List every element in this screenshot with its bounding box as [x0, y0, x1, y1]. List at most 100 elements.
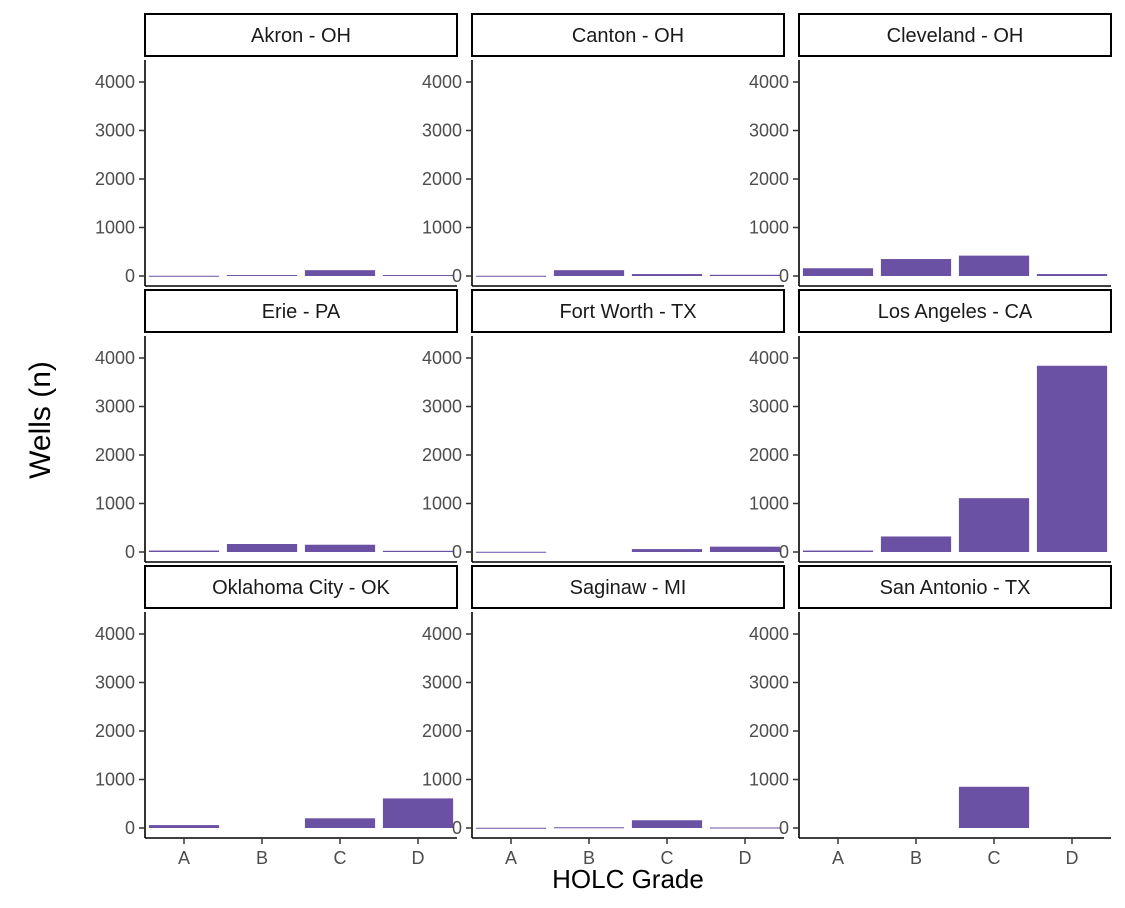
bar	[382, 798, 454, 828]
y-tick-label: 1000	[95, 218, 135, 238]
y-tick-label: 1000	[749, 494, 789, 514]
facet-strip	[471, 289, 785, 333]
bar	[304, 544, 376, 552]
y-tick-label: 0	[452, 818, 462, 838]
y-tick-label: 2000	[749, 445, 789, 465]
y-tick-label: 3000	[749, 397, 789, 417]
y-axis-title: Wells (n)	[24, 361, 57, 479]
y-tick-label: 4000	[95, 348, 135, 368]
y-tick-label: 1000	[95, 494, 135, 514]
y-tick-label: 2000	[95, 169, 135, 189]
y-tick-label: 0	[779, 542, 789, 562]
facet-panel: Fort Worth - TX 0 1000 2000 3000 4000	[422, 289, 785, 563]
bar	[1036, 274, 1108, 276]
x-tick-label: A	[178, 848, 190, 868]
bar	[709, 827, 781, 829]
x-tick-label: C	[334, 848, 347, 868]
y-tick-label: 0	[125, 542, 135, 562]
facet-title: Los Angeles - CA	[878, 301, 1033, 323]
y-tick-label: 4000	[95, 72, 135, 92]
facet-title: Oklahoma City - OK	[212, 577, 390, 599]
y-tick-label: 2000	[95, 445, 135, 465]
y-tick-label: 4000	[422, 624, 462, 644]
facet-panel: Canton - OH 0 1000 2000 3000 4000	[422, 13, 785, 287]
bar	[802, 268, 874, 276]
y-tick-label: 4000	[95, 624, 135, 644]
bar	[958, 786, 1030, 828]
facet-strip	[798, 13, 1112, 57]
x-tick-label: C	[661, 848, 674, 868]
y-tick-label: 3000	[95, 673, 135, 693]
bar	[631, 549, 703, 552]
facet-strip	[798, 565, 1112, 609]
y-tick-label: 1000	[422, 218, 462, 238]
y-tick-label: 1000	[749, 218, 789, 238]
y-tick-label: 4000	[422, 72, 462, 92]
y-tick-label: 1000	[749, 770, 789, 790]
x-tick-label: A	[505, 848, 517, 868]
y-tick-label: 2000	[422, 721, 462, 741]
x-tick-label: D	[739, 848, 752, 868]
y-tick-label: 3000	[95, 121, 135, 141]
y-tick-label: 4000	[422, 348, 462, 368]
y-tick-label: 0	[452, 266, 462, 286]
facet-panel: Los Angeles - CA 0 1000 2000 3000 4000	[749, 289, 1112, 563]
x-tick-label: B	[583, 848, 595, 868]
x-tick-label: B	[910, 848, 922, 868]
facet-title: Cleveland - OH	[887, 25, 1024, 47]
y-tick-label: 3000	[422, 397, 462, 417]
bar	[475, 275, 547, 277]
facet-title: San Antonio - TX	[880, 577, 1031, 599]
y-tick-label: 3000	[749, 121, 789, 141]
y-tick-label: 2000	[749, 721, 789, 741]
bar	[226, 543, 298, 552]
facet-title: Saginaw - MI	[570, 577, 687, 599]
y-tick-label: 1000	[422, 770, 462, 790]
facet-strip	[144, 13, 458, 57]
facet-strip	[471, 565, 785, 609]
y-tick-label: 0	[779, 266, 789, 286]
facet-panel: Cleveland - OH 0 1000 2000 3000 4000	[749, 13, 1112, 287]
bar	[631, 820, 703, 828]
facet-strip	[144, 289, 458, 333]
y-tick-label: 3000	[95, 397, 135, 417]
bar	[553, 827, 625, 829]
y-tick-label: 4000	[749, 624, 789, 644]
bar	[1036, 365, 1108, 552]
bar	[631, 274, 703, 276]
x-tick-label: D	[412, 848, 425, 868]
bar	[148, 550, 220, 552]
bar	[802, 550, 874, 552]
y-tick-label: 2000	[422, 445, 462, 465]
y-tick-label: 3000	[422, 121, 462, 141]
bar	[382, 550, 454, 552]
facet-title: Fort Worth - TX	[559, 301, 696, 323]
bar	[709, 546, 781, 552]
y-tick-label: 1000	[95, 770, 135, 790]
y-tick-label: 0	[125, 266, 135, 286]
bar	[382, 275, 454, 277]
y-tick-label: 2000	[749, 169, 789, 189]
facet-panel: Erie - PA 0 1000 2000 3000 4000	[95, 289, 458, 563]
bar	[553, 270, 625, 276]
bar	[148, 275, 220, 277]
bar	[148, 825, 220, 828]
facet-title: Canton - OH	[572, 25, 684, 47]
facet-panel: San Antonio - TX 0 1000 2000 3000 4000 A B C D	[749, 565, 1112, 868]
y-tick-label: 4000	[749, 348, 789, 368]
y-tick-label: 0	[779, 818, 789, 838]
facet-panel: Oklahoma City - OK 0 1000 2000 3000 4000 A B C D	[95, 565, 458, 868]
x-tick-label: C	[988, 848, 1001, 868]
facet-strip	[144, 565, 458, 609]
facet-panels: Akron - OH 0 1000 2000 3000 4000 Canton - OH 0 1…	[95, 13, 1112, 868]
bar	[475, 551, 547, 553]
y-tick-label: 4000	[749, 72, 789, 92]
facet-strip	[798, 289, 1112, 333]
y-tick-label: 1000	[422, 494, 462, 514]
bar	[958, 498, 1030, 552]
facet-title: Akron - OH	[251, 25, 351, 47]
facet-title: Erie - PA	[262, 301, 341, 323]
bar	[226, 275, 298, 277]
x-tick-label: D	[1066, 848, 1079, 868]
